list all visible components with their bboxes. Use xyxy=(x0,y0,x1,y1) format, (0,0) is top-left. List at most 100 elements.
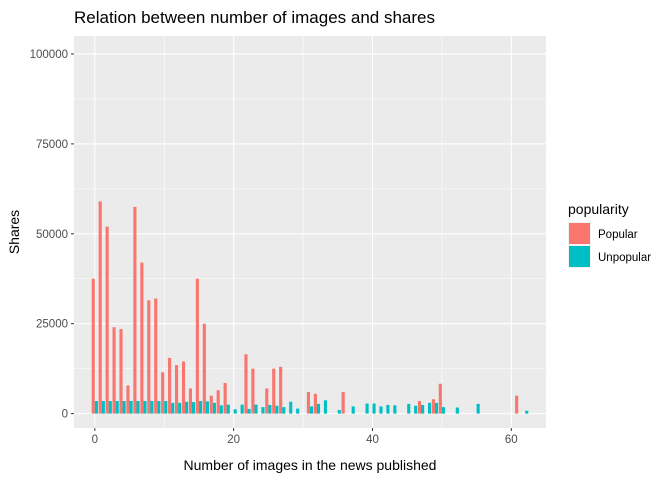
bar-popular xyxy=(147,300,151,414)
y-tick-label: 0 xyxy=(62,409,68,421)
bar-unpopular xyxy=(94,401,98,414)
x-tick-label: 0 xyxy=(92,434,98,446)
bar-unpopular xyxy=(171,402,175,414)
bar-popular xyxy=(515,395,519,414)
bar-unpopular xyxy=(393,405,397,414)
bar-popular xyxy=(188,388,192,414)
y-tick-label: 25000 xyxy=(36,319,68,331)
bar-unpopular xyxy=(434,402,439,414)
bar-unpopular xyxy=(379,406,383,414)
bar-unpopular xyxy=(414,405,418,414)
grid-major xyxy=(74,36,546,428)
bar-popular xyxy=(306,392,310,414)
bar-unpopular xyxy=(212,402,216,414)
bar-unpopular xyxy=(143,401,147,414)
bar-unpopular xyxy=(198,401,203,414)
y-tick-label: 50000 xyxy=(36,229,68,241)
bar-popular xyxy=(417,401,422,414)
x-tick-label: 40 xyxy=(366,434,379,446)
bar-popular xyxy=(272,368,276,414)
x-axis-title: Number of images in the news published xyxy=(184,457,437,473)
x-tick-label: 20 xyxy=(227,434,240,446)
bar-popular xyxy=(202,323,206,414)
bar-unpopular xyxy=(296,408,300,414)
chart-title: Relation between number of images and sh… xyxy=(74,8,435,27)
bar-unpopular xyxy=(476,403,480,414)
bar-unpopular xyxy=(372,403,376,414)
bar-unpopular xyxy=(268,404,272,414)
bar-popular xyxy=(112,327,116,414)
bar-unpopular xyxy=(205,401,210,414)
bar-unpopular xyxy=(525,410,529,414)
legend-label-unpopular: Unpopular xyxy=(598,252,651,264)
bar-unpopular xyxy=(282,407,286,414)
bars xyxy=(91,201,529,414)
bar-popular xyxy=(91,278,95,414)
bar-popular xyxy=(313,393,317,414)
bar-unpopular xyxy=(233,409,237,414)
y-axis: 0 25000 50000 75000 100000 xyxy=(30,49,74,421)
bar-popular xyxy=(251,368,255,414)
bar-unpopular xyxy=(421,404,425,414)
legend-title: popularity xyxy=(568,201,629,217)
bar-unpopular xyxy=(136,401,140,414)
legend-swatch-unpopular xyxy=(569,246,590,267)
x-tick-label: 60 xyxy=(505,434,518,446)
bar-popular xyxy=(279,366,283,414)
bar-unpopular xyxy=(289,401,293,414)
bar-unpopular xyxy=(428,402,432,414)
bar-unpopular xyxy=(261,407,265,414)
bar-unpopular xyxy=(407,403,411,414)
bar-popular xyxy=(181,361,186,414)
bar-popular xyxy=(161,372,165,414)
y-axis-title: Shares xyxy=(6,210,22,254)
bar-popular xyxy=(133,206,137,414)
bar-unpopular xyxy=(157,401,161,414)
bar-unpopular xyxy=(337,410,341,414)
bar-unpopular xyxy=(240,404,244,414)
bar-unpopular xyxy=(226,404,230,414)
bar-unpopular xyxy=(101,401,105,414)
bar-unpopular xyxy=(316,403,321,414)
bar-unpopular xyxy=(310,406,314,414)
legend: popularity Popular Unpopular xyxy=(568,201,651,268)
bar-popular xyxy=(265,388,269,414)
bar-unpopular xyxy=(351,406,355,414)
bar-popular xyxy=(216,390,220,414)
y-tick-label: 100000 xyxy=(30,49,68,61)
x-axis: 0 20 40 60 xyxy=(92,428,518,446)
bar-unpopular xyxy=(455,407,459,414)
bar-unpopular xyxy=(219,405,223,414)
legend-label-popular: Popular xyxy=(598,229,638,241)
bar-unpopular xyxy=(164,401,168,414)
bar-unpopular xyxy=(178,402,182,414)
bar-unpopular xyxy=(108,401,112,414)
plot-panel xyxy=(74,36,546,428)
bar-unpopular xyxy=(115,401,119,414)
bar-popular xyxy=(244,354,248,414)
bar-unpopular xyxy=(254,404,258,414)
bar-popular xyxy=(341,392,345,414)
bar-unpopular xyxy=(150,401,154,414)
bar-unpopular xyxy=(441,407,446,414)
bar-popular xyxy=(140,262,144,414)
bar-popular xyxy=(174,365,179,414)
bar-unpopular xyxy=(247,408,251,414)
bar-unpopular xyxy=(129,401,133,414)
bar-popular xyxy=(438,383,442,414)
bar-popular xyxy=(105,226,109,414)
bar-unpopular xyxy=(386,404,390,414)
bar-unpopular xyxy=(365,403,369,414)
bar-popular xyxy=(154,298,158,414)
y-tick-label: 75000 xyxy=(36,139,68,151)
bar-popular xyxy=(126,385,130,414)
bar-popular xyxy=(195,278,199,414)
legend-swatch-popular xyxy=(569,223,590,244)
bar-popular xyxy=(431,399,435,414)
bar-unpopular xyxy=(122,401,126,414)
bar-unpopular xyxy=(192,402,196,414)
bar-popular xyxy=(168,357,172,414)
bar-unpopular xyxy=(323,400,328,414)
bar-unpopular xyxy=(185,401,189,414)
